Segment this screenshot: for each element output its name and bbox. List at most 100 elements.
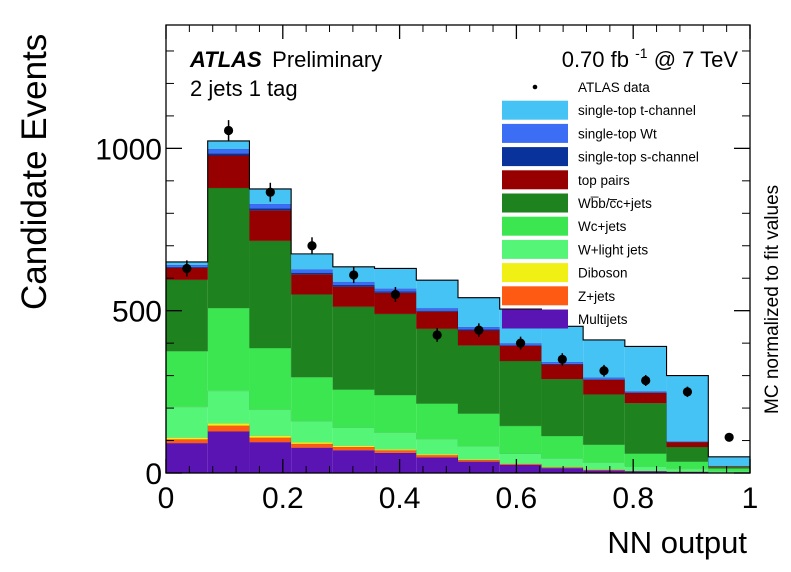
legend-swatch (502, 263, 568, 283)
bar-segment (583, 462, 625, 470)
data-point (432, 330, 442, 340)
legend-label: W+light jets (578, 242, 648, 257)
bar-segment (374, 450, 417, 453)
bar-segment (499, 345, 542, 361)
bar-segment (416, 455, 458, 458)
bar-segment (541, 364, 584, 380)
bar-segment (291, 274, 333, 295)
legend-marker (532, 84, 538, 90)
bar-segment (374, 313, 417, 396)
bar-segment (458, 459, 500, 461)
total-outline (165, 140, 751, 473)
bar-segment (666, 442, 709, 448)
bar-segment (332, 286, 375, 307)
stacked-histogram (166, 140, 750, 473)
bar-segment (374, 452, 417, 473)
bar-segment (207, 153, 250, 156)
bar-segment (249, 348, 292, 410)
data-point (474, 325, 484, 335)
bar-segment (541, 379, 584, 436)
legend-label: Multijets (578, 312, 628, 327)
lumi-prefix: 0.70 fb (562, 47, 629, 72)
bar-segment (249, 437, 292, 443)
bar-segment (624, 453, 667, 467)
bar-segment (624, 466, 667, 472)
bar-segment (374, 268, 417, 289)
bar-segment (207, 390, 250, 424)
bar-segment (332, 281, 375, 286)
bar-segment (291, 443, 333, 448)
bar-segment (332, 450, 375, 473)
legend-label: Z+jets (578, 289, 615, 304)
data-point (641, 375, 651, 386)
bar-segment (166, 406, 208, 438)
bar-segment (291, 421, 333, 443)
bar-segment (332, 427, 375, 446)
bar-segment (291, 442, 333, 444)
bar-segment (166, 439, 208, 444)
bar-segment (249, 210, 292, 241)
bar-segment (624, 391, 667, 393)
x-tick-label: 1 (742, 482, 759, 515)
right-axis-label: MC normalized to fit values (762, 185, 783, 414)
plot-frame (165, 24, 751, 474)
bar-segment (541, 467, 584, 469)
bar-segment (458, 413, 500, 447)
data-point (349, 270, 359, 280)
bar-segment (249, 208, 292, 211)
bar-segment (207, 423, 250, 426)
bar-segment (332, 285, 375, 287)
legend-label: Diboson (578, 266, 628, 281)
bar-segment (207, 425, 250, 432)
legend-label: ATLAS data (578, 80, 650, 95)
bar-segment (666, 375, 709, 442)
data-point (557, 354, 567, 364)
legend-label: single-top s-channel (578, 150, 699, 165)
bar-segment (416, 457, 458, 473)
bar-segment (374, 292, 417, 314)
bar-segment (416, 311, 458, 329)
data-point (515, 338, 526, 348)
legend-swatch (502, 170, 568, 190)
y-tick-label: 500 (112, 296, 162, 329)
bar-segment (458, 330, 500, 346)
bar-segment (291, 377, 333, 422)
bar-segment (458, 446, 500, 460)
bar-segment (416, 403, 458, 440)
bar-segment (499, 425, 542, 454)
bar-segment (207, 187, 250, 309)
data-point (265, 187, 275, 197)
legend-label: top pairs (578, 173, 630, 188)
legend-swatch (502, 147, 568, 167)
x-tick-label: 0.6 (496, 482, 538, 515)
data-point (682, 387, 693, 397)
bar-segment (458, 345, 500, 414)
bar-segment (583, 379, 625, 380)
bar-segment (499, 463, 542, 465)
bar-segment (708, 466, 750, 467)
bar-segment (416, 280, 458, 309)
bar-segment (249, 435, 292, 438)
data-point (599, 366, 609, 376)
bar-segment (416, 439, 458, 455)
data-point (724, 432, 734, 442)
bar-segment (332, 389, 375, 428)
legend-label: Wc+jets (578, 219, 627, 234)
bar-segment (249, 409, 292, 436)
data-point (223, 125, 234, 136)
bar-segment (708, 456, 750, 466)
lumi-label: 0.70 fb -1 @ 7 TeV (562, 38, 739, 72)
x-tick-label: 0.8 (612, 482, 654, 515)
bar-segment (583, 377, 625, 380)
y-axis-label: Candidate Events (15, 34, 54, 310)
bar-segment (291, 253, 333, 270)
bar-segment (458, 460, 500, 462)
bar-segment (583, 394, 625, 445)
bar-segment (708, 471, 750, 473)
legend-swatch (502, 100, 568, 120)
bar-segment (416, 308, 458, 311)
atlas-label: ATLAS Preliminary (189, 47, 382, 72)
bar-segment (541, 468, 584, 473)
bar-segment (166, 279, 208, 352)
bar-segment (458, 461, 500, 473)
